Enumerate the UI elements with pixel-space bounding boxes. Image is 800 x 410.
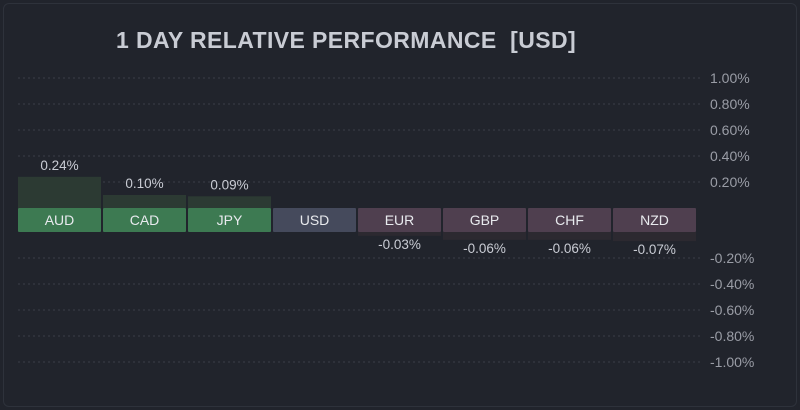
bar bbox=[528, 232, 611, 240]
y-tick-label: -0.60% bbox=[710, 302, 754, 318]
currency-tile bbox=[18, 208, 101, 232]
data-label: -0.06% bbox=[548, 241, 591, 256]
bar bbox=[188, 196, 271, 208]
y-tick-label: -0.20% bbox=[710, 250, 754, 266]
data-label: 0.24% bbox=[40, 158, 78, 173]
currency-label: EUR bbox=[385, 212, 415, 228]
y-tick-label: -0.80% bbox=[710, 328, 754, 344]
bar bbox=[103, 195, 186, 208]
bar bbox=[613, 232, 696, 242]
chart-title: 1 DAY RELATIVE PERFORMANCE [USD] bbox=[116, 27, 577, 53]
data-label: -0.06% bbox=[463, 241, 506, 256]
currency-label: GBP bbox=[470, 212, 500, 228]
bar bbox=[358, 232, 441, 236]
bar bbox=[443, 232, 526, 240]
currency-tile bbox=[188, 208, 271, 232]
currency-label: JPY bbox=[217, 212, 243, 228]
data-label: -0.03% bbox=[378, 237, 421, 252]
currency-tile bbox=[528, 208, 611, 232]
currency-tile bbox=[443, 208, 526, 232]
currency-tile bbox=[103, 208, 186, 232]
y-tick-label: 0.20% bbox=[710, 174, 750, 190]
y-tick-label: 0.60% bbox=[710, 122, 750, 138]
y-tick-label: 1.00% bbox=[710, 70, 750, 86]
currency-label: AUD bbox=[45, 212, 75, 228]
data-label: -0.07% bbox=[633, 242, 676, 257]
y-tick-label: 0.40% bbox=[710, 148, 750, 164]
data-label: 0.10% bbox=[125, 176, 163, 191]
currency-tile bbox=[273, 208, 356, 232]
currency-label: CHF bbox=[555, 212, 584, 228]
bar bbox=[18, 176, 101, 208]
y-tick-label: -0.40% bbox=[710, 276, 754, 292]
currency-label: NZD bbox=[640, 212, 669, 228]
data-label: 0.09% bbox=[210, 177, 248, 192]
currency-tile bbox=[358, 208, 441, 232]
y-tick-label: -1.00% bbox=[710, 354, 754, 370]
y-tick-label: 0.80% bbox=[710, 96, 750, 112]
currency-tile bbox=[613, 208, 696, 232]
currency-label: CAD bbox=[130, 212, 160, 228]
currency-label: USD bbox=[300, 212, 330, 228]
